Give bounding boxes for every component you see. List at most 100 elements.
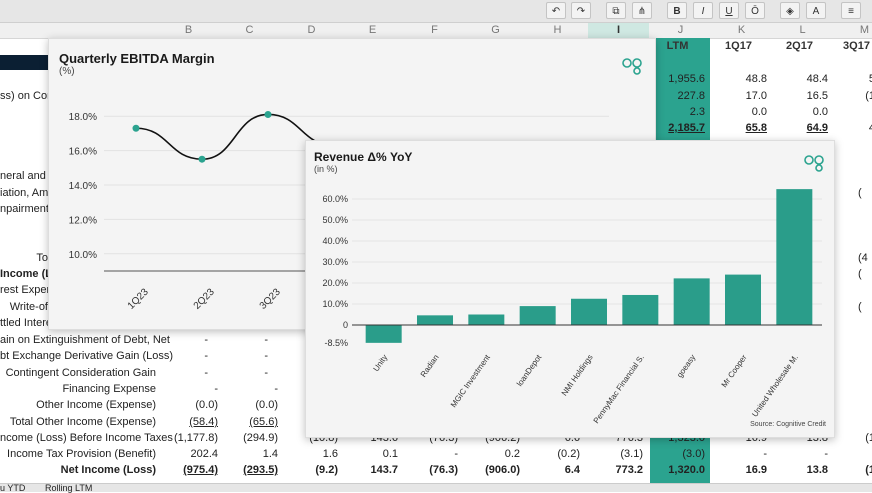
row-label[interactable]: Net Income (Loss) [60,464,156,476]
row-label[interactable]: Financing Expense [62,383,156,395]
column-letter-G[interactable]: G [491,24,500,36]
table-cell[interactable]: ( [858,187,862,199]
underline-icon[interactable]: U [719,2,739,19]
table-cell[interactable]: 1,320.0 [668,464,705,476]
column-letter-E[interactable]: E [368,24,377,36]
fill-color-icon[interactable]: ◈ [780,2,800,19]
table-cell[interactable]: ( [858,301,862,313]
table-cell[interactable]: (293.5) [243,464,278,476]
row-label[interactable]: Other Income (Expense) [36,399,156,411]
table-cell[interactable]: 5 [868,73,872,85]
table-cell[interactable]: - [204,367,208,379]
row-label[interactable]: neral and A [0,170,56,182]
table-cell[interactable]: - [824,448,828,460]
strikethrough-icon[interactable]: Ō [745,2,765,19]
table-cell[interactable]: (1 [865,464,872,476]
undo-icon[interactable]: ↶ [546,2,566,19]
italic-icon[interactable]: I [693,2,713,19]
column-header-ltm[interactable]: LTM [666,40,689,52]
table-cell[interactable]: 202.4 [190,448,218,460]
table-cell[interactable]: (294.9) [243,432,278,444]
table-cell[interactable]: 4 [868,122,872,134]
table-cell[interactable]: 6.4 [564,464,580,476]
table-cell[interactable]: (1 [865,432,872,444]
table-cell[interactable]: (0.0) [255,399,278,411]
row-label[interactable]: Total Other Income (Expense) [9,416,156,428]
table-cell[interactable]: 1.6 [322,448,338,460]
row-label[interactable]: ncome (Loss) Before Income Taxes [0,432,173,444]
table-cell[interactable]: 0.1 [382,448,398,460]
table-cell[interactable]: 64.9 [806,122,828,134]
table-cell[interactable]: (3.1) [620,448,643,460]
column-letter-L[interactable]: L [799,24,806,36]
row-label[interactable]: ss) on Com [0,90,57,102]
font-color-icon[interactable]: A [806,2,826,19]
column-header-1q17[interactable]: 1Q17 [725,40,752,52]
table-cell[interactable]: (65.6) [249,416,278,428]
redo-icon[interactable]: ↷ [571,2,591,19]
table-cell[interactable]: 16.5 [806,90,828,102]
table-cell[interactable]: (9.2) [315,464,338,476]
table-cell[interactable]: - [454,448,458,460]
table-cell[interactable]: 16.9 [745,464,767,476]
row-label[interactable]: iation, Am [0,187,49,199]
table-cell[interactable]: 17.0 [745,90,767,102]
chart-options-icon[interactable] [803,154,825,172]
table-cell[interactable]: 0.0 [812,106,828,118]
table-cell[interactable]: (1,177.8) [173,432,218,444]
column-letter-H[interactable]: H [553,24,562,36]
row-label[interactable]: To [36,252,48,264]
table-cell[interactable]: (76.3) [429,464,458,476]
row-label[interactable]: ttled Intere [0,317,52,329]
chart-options-icon[interactable] [621,57,643,75]
column-letter-B[interactable]: B [184,24,193,36]
row-label[interactable]: Income (L [0,268,52,280]
column-header-2q17[interactable]: 2Q17 [786,40,813,52]
table-cell[interactable]: 48.4 [806,73,828,85]
ltm-value[interactable]: 1,955.6 [668,73,705,85]
table-cell[interactable]: 65.8 [745,122,767,134]
flowchart-icon[interactable]: ⧉ [606,2,626,19]
table-cell[interactable]: - [274,383,278,395]
table-cell[interactable]: - [204,334,208,346]
align-icon[interactable]: ≡ [841,2,861,19]
row-label[interactable]: rest Expen [0,284,53,296]
table-cell[interactable]: - [264,367,268,379]
column-header-3q17[interactable]: 3Q17 [843,40,870,52]
revenue-yoy-chart-card[interactable]: Revenue Δ% YoY (in %) 60.0% 50.0% 40.0% 30.… [305,140,835,438]
column-letter-M[interactable]: M [859,24,870,36]
table-cell[interactable]: (0.0) [195,399,218,411]
row-label[interactable]: Write-of [9,301,48,313]
row-label[interactable]: npairment [0,203,49,215]
table-cell[interactable]: (58.4) [189,416,218,428]
table-cell[interactable]: - [204,350,208,362]
column-letter-D[interactable]: D [307,24,316,36]
table-cell[interactable]: 0.0 [751,106,767,118]
table-cell[interactable]: - [214,383,218,395]
column-letter-J[interactable]: J [677,24,684,36]
table-cell[interactable]: 227.8 [677,90,705,102]
sheet-tab-ytd[interactable]: u YTD [0,483,26,493]
share-icon[interactable]: ⋔ [632,2,652,19]
table-cell[interactable]: 48.8 [745,73,767,85]
table-cell[interactable]: 2,185.7 [668,122,705,134]
table-cell[interactable]: (906.0) [485,464,520,476]
column-letter-K[interactable]: K [737,24,746,36]
table-cell[interactable]: (4 [858,252,868,264]
table-cell[interactable]: 13.8 [806,464,828,476]
table-cell[interactable]: (975.4) [183,464,218,476]
row-label[interactable]: Income Tax Provision (Benefit) [7,448,156,460]
table-cell[interactable]: - [264,334,268,346]
table-cell[interactable]: (1 [865,90,872,102]
table-cell[interactable]: 143.7 [370,464,398,476]
table-cell[interactable]: 773.2 [615,464,643,476]
table-cell[interactable]: - [763,448,767,460]
table-cell[interactable]: ( [858,268,862,280]
table-cell[interactable]: - [264,350,268,362]
row-label[interactable]: Contingent Consideration Gain [5,367,156,379]
sheet-tab-rolling-ltm[interactable]: Rolling LTM [45,483,93,493]
column-letter-C[interactable]: C [245,24,254,36]
table-cell[interactable]: 2.3 [689,106,705,118]
table-cell[interactable]: (0.2) [557,448,580,460]
bold-icon[interactable]: B [667,2,687,19]
